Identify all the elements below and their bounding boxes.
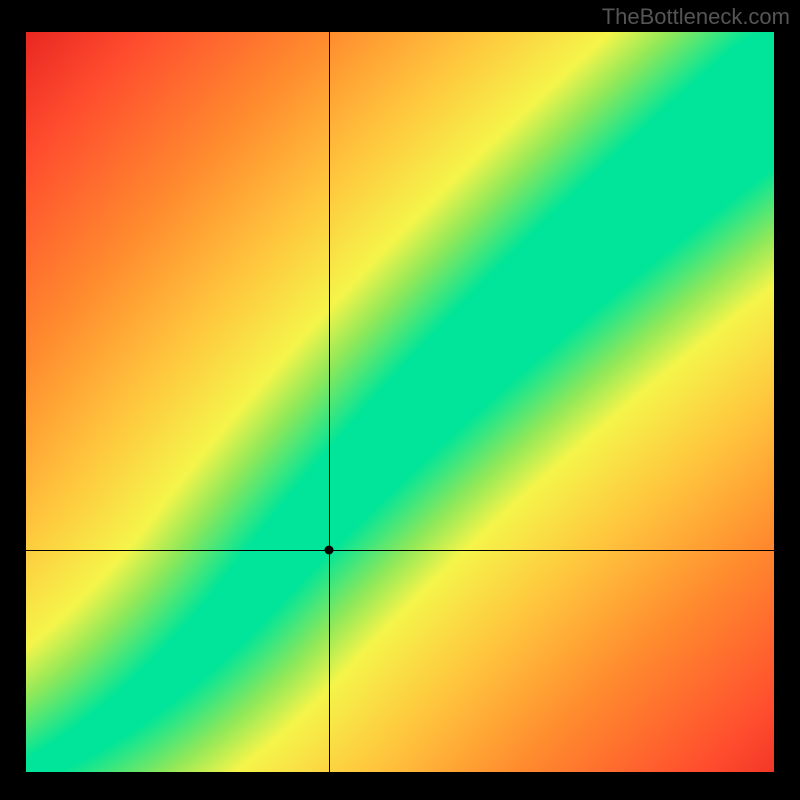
crosshair-marker xyxy=(324,546,333,555)
crosshair-horizontal xyxy=(26,550,774,551)
crosshair-vertical xyxy=(329,32,330,772)
heatmap-canvas xyxy=(26,32,774,772)
chart-container: TheBottleneck.com xyxy=(0,0,800,800)
heatmap-plot-area xyxy=(26,32,774,772)
watermark-text: TheBottleneck.com xyxy=(602,4,790,30)
